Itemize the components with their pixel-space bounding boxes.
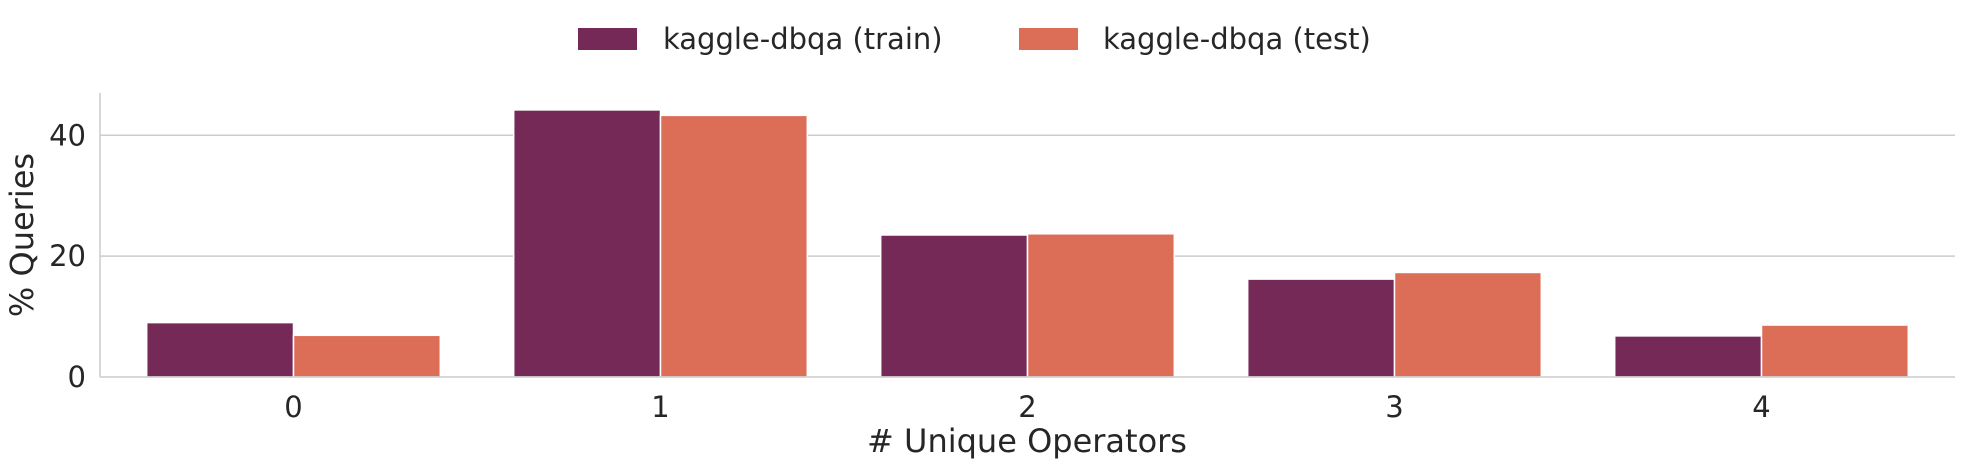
x-tick-label: 2 (1018, 390, 1036, 424)
legend-swatch (1019, 28, 1078, 50)
x-tick-label: 0 (284, 390, 302, 424)
bar-test-4 (1760, 324, 1910, 378)
bar-test-0 (292, 334, 442, 378)
y-tick-label: 40 (49, 118, 86, 152)
axes (99, 93, 1955, 378)
x-tick-label: 4 (1752, 390, 1770, 424)
bar-test-2 (1026, 233, 1176, 378)
x-axis-title: # Unique Operators (867, 422, 1187, 460)
x-tick-labels: 0 1 2 3 4 (284, 390, 1770, 424)
y-tick-label: 20 (49, 239, 86, 273)
bar-train-4 (1613, 335, 1763, 378)
legend-swatch (578, 28, 637, 50)
bars (145, 109, 1910, 378)
x-tick-label: 3 (1385, 390, 1403, 424)
bar-train-0 (145, 321, 295, 378)
y-axis-title: % Queries (3, 153, 41, 317)
legend-label: kaggle-dbqa (train) (663, 22, 943, 56)
x-tick-label: 1 (651, 390, 669, 424)
legend: kaggle-dbqa (train) kaggle-dbqa (test) (578, 22, 1371, 56)
bar-train-1 (512, 109, 662, 378)
bar-train-2 (879, 234, 1029, 378)
bar-train-3 (1246, 278, 1396, 378)
y-tick-label: 0 (68, 360, 86, 394)
bar-test-3 (1393, 271, 1543, 378)
bar-test-1 (659, 114, 809, 378)
y-tick-labels: 0 20 40 (49, 118, 86, 394)
legend-label: kaggle-dbqa (test) (1103, 22, 1371, 56)
